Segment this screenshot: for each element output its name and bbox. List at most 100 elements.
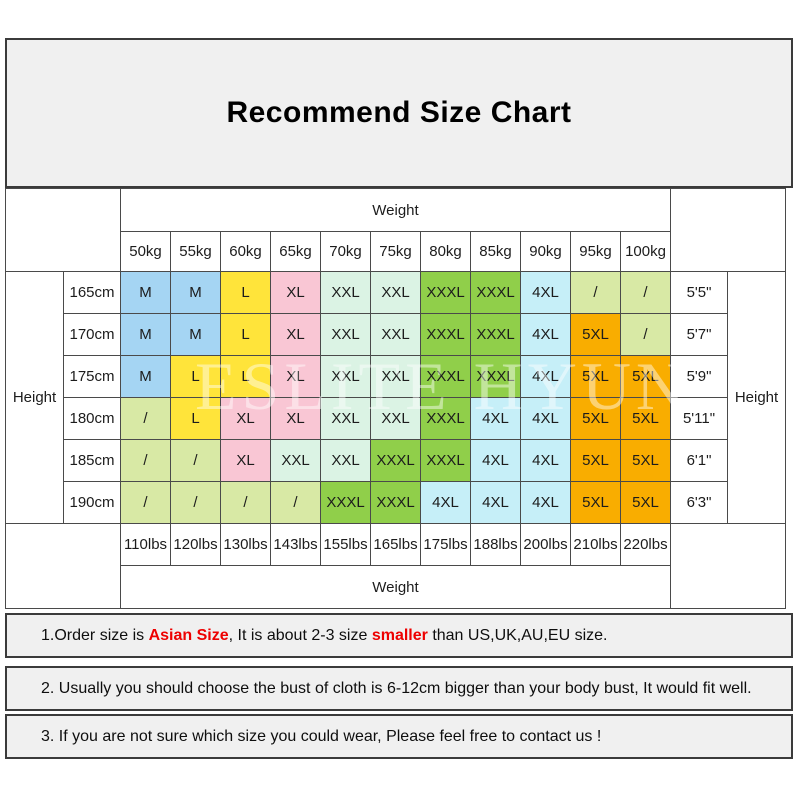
size-cell: 4XL <box>470 439 521 482</box>
size-cell: XXL <box>320 313 371 356</box>
size-cell: 4XL <box>520 313 571 356</box>
size-cell: 4XL <box>520 397 571 440</box>
ft-cell: 6'3" <box>670 481 728 524</box>
height-label-left: Height <box>5 271 64 524</box>
ft-cell: 5'7" <box>670 313 728 356</box>
size-cell: M <box>170 271 221 314</box>
size-cell: XL <box>220 439 271 482</box>
size-cell: 4XL <box>470 481 521 524</box>
size-cell: / <box>270 481 321 524</box>
note-contact-us: 3. If you are not sure which size you co… <box>5 714 793 759</box>
size-cell: 5XL <box>570 355 621 398</box>
size-cell: 5XL <box>620 397 671 440</box>
kg-header-cell: 65kg <box>270 231 321 272</box>
size-cell: XXL <box>370 313 421 356</box>
kg-header-cell: 80kg <box>420 231 471 272</box>
kg-header-cell: 70kg <box>320 231 371 272</box>
size-cell: XL <box>220 397 271 440</box>
lbs-cell: 155lbs <box>320 523 371 566</box>
data-row: 190cm / / / / XXXL XXXL 4XL 4XL 4XL 5XL 5XL 6'3" <box>6 481 786 524</box>
size-cell: XXXL <box>420 397 471 440</box>
size-cell: / <box>120 397 171 440</box>
kg-header-cell: 100kg <box>620 231 671 272</box>
ft-cell: 5'5" <box>670 271 728 314</box>
ft-cell: 5'9" <box>670 355 728 398</box>
size-cell: L <box>220 271 271 314</box>
size-cell: M <box>120 313 171 356</box>
kg-header-cell: 55kg <box>170 231 221 272</box>
corner-top-left <box>5 188 121 272</box>
corner-top-right <box>670 188 786 272</box>
size-cell: XXXL <box>470 313 521 356</box>
size-cell: / <box>570 271 621 314</box>
size-cell: XXL <box>320 355 371 398</box>
lbs-cell: 200lbs <box>520 523 571 566</box>
note-highlight: smaller <box>371 626 428 644</box>
corner-bottom-left <box>5 523 121 609</box>
data-row: Height 165cm M M L XL XXL XXL XXXL XXXL 4XL //5'5" H… <box>5 271 786 524</box>
data-row: 185cm / / XL XXL XXL XXXL XXXL 4XL 4XL 5XL 5XL 6'1" <box>6 439 786 482</box>
size-cell: M <box>120 271 171 314</box>
cm-cell: 175cm <box>63 355 121 398</box>
note-bust-advice: 2. Usually you should choose the bust of… <box>5 666 793 711</box>
lbs-cell: 130lbs <box>220 523 271 566</box>
note-text: 1.Order size is <box>41 626 149 644</box>
lbs-row: 110lbs 120lbs 130lbs 143lbs 155lbs 165lbs 175l… <box>5 523 786 609</box>
data-row: 170cm M M L XL XXL XXL XXXL XXXL 4XL 5XL/5'7" <box>6 313 786 356</box>
size-cell: L <box>170 397 221 440</box>
cm-cell: 185cm <box>63 439 121 482</box>
note-text: 2. Usually you should choose the bust of… <box>41 679 752 697</box>
note-asian-size: 1.Order size is Asian Size, It is about … <box>5 613 793 658</box>
size-cell: / <box>220 481 271 524</box>
kg-header-cell: 75kg <box>370 231 421 272</box>
size-cell: 4XL <box>520 355 571 398</box>
kg-header-cell: 90kg <box>520 231 571 272</box>
size-cell: 5XL <box>570 313 621 356</box>
lbs-cell: 220lbs <box>620 523 671 566</box>
size-cell: XL <box>270 271 321 314</box>
kg-header-cell: 50kg <box>120 231 171 272</box>
kg-header-cell: 95kg <box>570 231 621 272</box>
size-cell: XXL <box>320 439 371 482</box>
size-cell: / <box>620 271 671 314</box>
data-row: 180cm / L XL XL XXL XXL XXXL 4XL 4XL 5XL 5XL 5'11" <box>6 397 786 440</box>
size-cell: / <box>170 439 221 482</box>
size-cell: M <box>120 355 171 398</box>
cm-cell: 165cm <box>63 271 121 314</box>
size-cell: 5XL <box>620 481 671 524</box>
size-cell: L <box>170 355 221 398</box>
size-cell: 4XL <box>520 439 571 482</box>
size-cell: 5XL <box>570 481 621 524</box>
size-cell: L <box>220 313 271 356</box>
cm-cell: 170cm <box>63 313 121 356</box>
kg-header-cell: 85kg <box>470 231 521 272</box>
size-cell: 5XL <box>570 439 621 482</box>
size-cell: XXXL <box>370 481 421 524</box>
weight-footer-row: Weight <box>6 565 786 609</box>
kg-header-cell: 60kg <box>220 231 271 272</box>
size-cell: XL <box>270 397 321 440</box>
size-cell: XXXL <box>370 439 421 482</box>
size-cell: XXL <box>370 355 421 398</box>
ft-cell: 6'1" <box>670 439 728 482</box>
size-cell: XL <box>270 313 321 356</box>
size-cell: XL <box>270 355 321 398</box>
size-cell: XXL <box>320 271 371 314</box>
size-chart-table: Weight 50kg 55kg 60kg 65kg 70kg 75kg 80kg 85kg 9… <box>5 188 786 609</box>
lbs-cell: 175lbs <box>420 523 471 566</box>
height-label-right: Height <box>727 271 786 524</box>
weight-label-bottom: Weight <box>120 565 671 609</box>
size-cell: XXXL <box>420 355 471 398</box>
note-text: than US,UK,AU,EU size. <box>427 626 608 644</box>
note-text: 3. If you are not sure which size you co… <box>41 727 602 745</box>
size-cell: L <box>220 355 271 398</box>
size-cell: XXXL <box>470 355 521 398</box>
size-cell: / <box>620 313 671 356</box>
ft-cell: 5'11" <box>670 397 728 440</box>
lbs-cell: 110lbs <box>120 523 171 566</box>
size-cell: M <box>170 313 221 356</box>
note-highlight: Asian Size <box>148 626 229 644</box>
size-cell: 4XL <box>520 271 571 314</box>
size-cell: XXXL <box>420 313 471 356</box>
size-cell: 4XL <box>420 481 471 524</box>
